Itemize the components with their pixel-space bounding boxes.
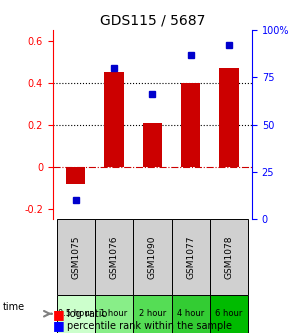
Bar bbox=[181, 83, 200, 167]
Text: 6 hour: 6 hour bbox=[215, 309, 243, 318]
Text: log ratio: log ratio bbox=[67, 309, 108, 319]
Text: GSM1078: GSM1078 bbox=[224, 235, 234, 279]
FancyBboxPatch shape bbox=[171, 219, 210, 295]
Text: time: time bbox=[3, 302, 25, 312]
FancyBboxPatch shape bbox=[95, 219, 133, 295]
FancyBboxPatch shape bbox=[133, 295, 171, 333]
Text: ■: ■ bbox=[53, 308, 64, 321]
Text: GSM1077: GSM1077 bbox=[186, 235, 195, 279]
FancyBboxPatch shape bbox=[57, 219, 95, 295]
Text: GSM1090: GSM1090 bbox=[148, 235, 157, 279]
FancyBboxPatch shape bbox=[95, 295, 133, 333]
Text: GSM1076: GSM1076 bbox=[110, 235, 119, 279]
Bar bbox=[66, 167, 85, 183]
Title: GDS115 / 5687: GDS115 / 5687 bbox=[100, 14, 205, 28]
FancyBboxPatch shape bbox=[57, 295, 95, 333]
Bar bbox=[105, 72, 124, 167]
Bar bbox=[219, 68, 239, 167]
Text: 4 hour: 4 hour bbox=[177, 309, 204, 318]
Text: ■: ■ bbox=[53, 320, 64, 332]
Text: 2 hour: 2 hour bbox=[139, 309, 166, 318]
Text: percentile rank within the sample: percentile rank within the sample bbox=[67, 321, 232, 331]
Text: 0.5 hour: 0.5 hour bbox=[58, 309, 93, 318]
FancyBboxPatch shape bbox=[171, 295, 210, 333]
FancyBboxPatch shape bbox=[210, 219, 248, 295]
Text: GSM1075: GSM1075 bbox=[71, 235, 80, 279]
FancyBboxPatch shape bbox=[133, 219, 171, 295]
Bar bbox=[143, 123, 162, 167]
Text: 1 hour: 1 hour bbox=[100, 309, 128, 318]
FancyBboxPatch shape bbox=[210, 295, 248, 333]
